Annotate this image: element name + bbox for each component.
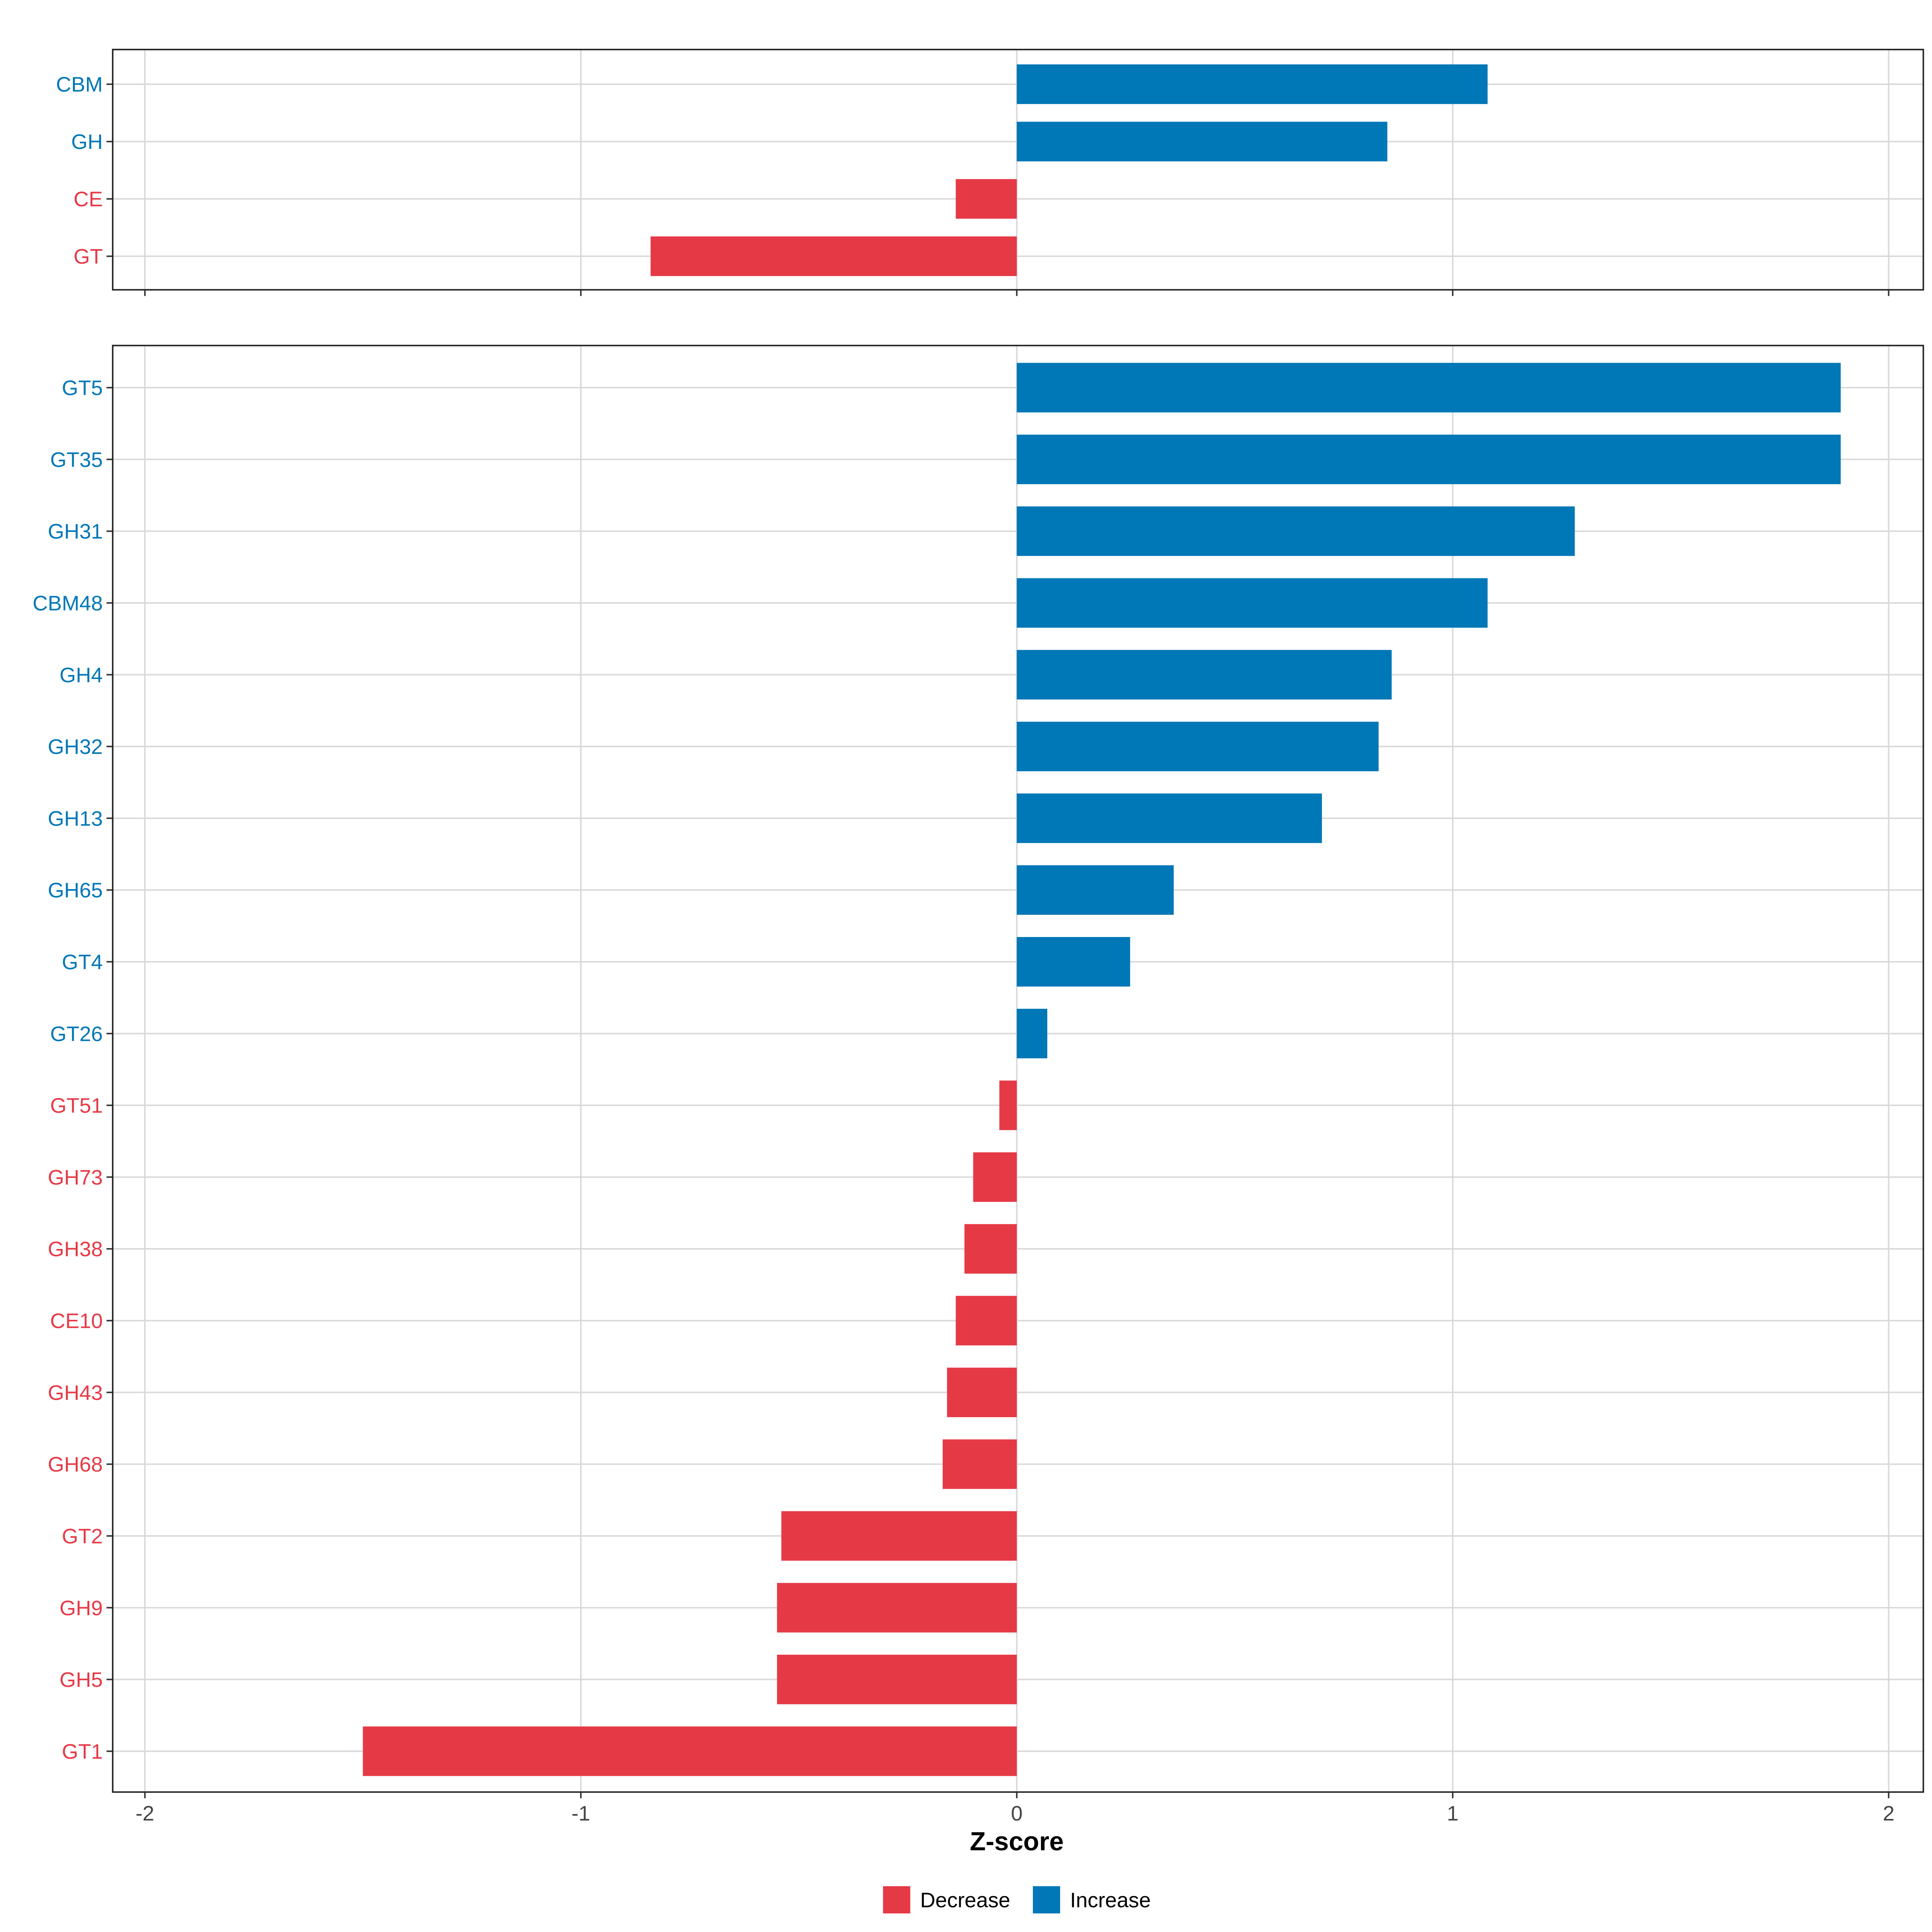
- category-label-gh32: GH32: [48, 735, 103, 759]
- bar-gt2: [781, 1511, 1017, 1561]
- category-label-gh4: GH4: [60, 664, 103, 687]
- category-label-gt26: GT26: [50, 1022, 103, 1046]
- category-label-gh: GH: [71, 130, 103, 154]
- bar-gt1: [363, 1726, 1017, 1776]
- bar-gh4: [1017, 650, 1392, 700]
- bar-gh: [1017, 122, 1387, 161]
- x-axis-label: Z-score: [970, 1827, 1063, 1856]
- legend-swatch-decrease: [883, 1886, 910, 1913]
- category-label-gh68: GH68: [48, 1453, 103, 1476]
- category-label-gh38: GH38: [48, 1238, 103, 1261]
- bar-gt51: [999, 1080, 1017, 1130]
- category-label-gh31: GH31: [48, 520, 103, 543]
- bar-gh5: [777, 1655, 1017, 1705]
- legend-label-increase: Increase: [1070, 1889, 1151, 1912]
- legend-swatch-increase: [1033, 1886, 1060, 1913]
- panel-border: [112, 49, 1924, 291]
- bar-gt35: [1017, 434, 1841, 484]
- bar-cbm: [1017, 64, 1488, 104]
- bar-gt4: [1017, 937, 1130, 987]
- x-tick-label: 1: [1447, 1802, 1459, 1825]
- bottom-panel: GT5 GT35 GH31 CBM48 GH4 GH32 GH13 GH65 GT4 GT26 GT…: [33, 345, 1924, 1798]
- x-tick-label: 0: [1011, 1802, 1023, 1825]
- bar-gt: [650, 236, 1017, 276]
- category-label-gh65: GH65: [48, 879, 103, 902]
- bar-cbm48: [1017, 578, 1488, 628]
- bar-gh38: [964, 1224, 1017, 1274]
- bar-gh9: [777, 1583, 1017, 1633]
- bar-ce: [956, 179, 1017, 219]
- x-axis-ticks: -2 -1 0 1 2: [136, 1802, 1895, 1825]
- category-label-cbm: CBM: [56, 73, 103, 97]
- x-tick-label: -2: [136, 1802, 155, 1825]
- category-label-gt51: GT51: [50, 1094, 103, 1118]
- panel-border: [112, 345, 1924, 1793]
- bar-gt26: [1017, 1009, 1047, 1059]
- top-panel: CBM GH CE GT: [56, 49, 1924, 296]
- category-label-gt1: GT1: [62, 1740, 103, 1763]
- x-tick-label: 2: [1883, 1802, 1895, 1825]
- legend-label-decrease: Decrease: [920, 1889, 1010, 1912]
- category-label-gt: GT: [74, 245, 103, 268]
- category-label-gh9: GH9: [60, 1597, 103, 1620]
- category-label-gt2: GT2: [62, 1525, 103, 1548]
- category-label-gt35: GT35: [50, 448, 103, 472]
- category-label-gt5: GT5: [62, 377, 103, 400]
- bar-gh65: [1017, 865, 1174, 915]
- category-label-gh73: GH73: [48, 1166, 103, 1189]
- bar-gh32: [1017, 722, 1379, 772]
- category-label-gh5: GH5: [60, 1668, 103, 1692]
- bar-gh73: [973, 1152, 1017, 1202]
- x-tick-label: -1: [572, 1802, 590, 1825]
- bar-gh31: [1017, 506, 1575, 556]
- category-label-gh43: GH43: [48, 1381, 103, 1405]
- category-label-ce10: CE10: [50, 1310, 103, 1333]
- legend: Decrease Increase: [883, 1886, 1151, 1913]
- bar-ce10: [956, 1296, 1017, 1346]
- bar-gh68: [943, 1439, 1017, 1489]
- category-label-cbm48: CBM48: [33, 592, 103, 615]
- bar-gh43: [947, 1367, 1017, 1417]
- category-label-gt4: GT4: [62, 951, 103, 974]
- bar-gt5: [1017, 363, 1841, 413]
- bar-gh13: [1017, 793, 1322, 843]
- category-label-gh13: GH13: [48, 807, 103, 830]
- category-label-ce: CE: [74, 188, 103, 211]
